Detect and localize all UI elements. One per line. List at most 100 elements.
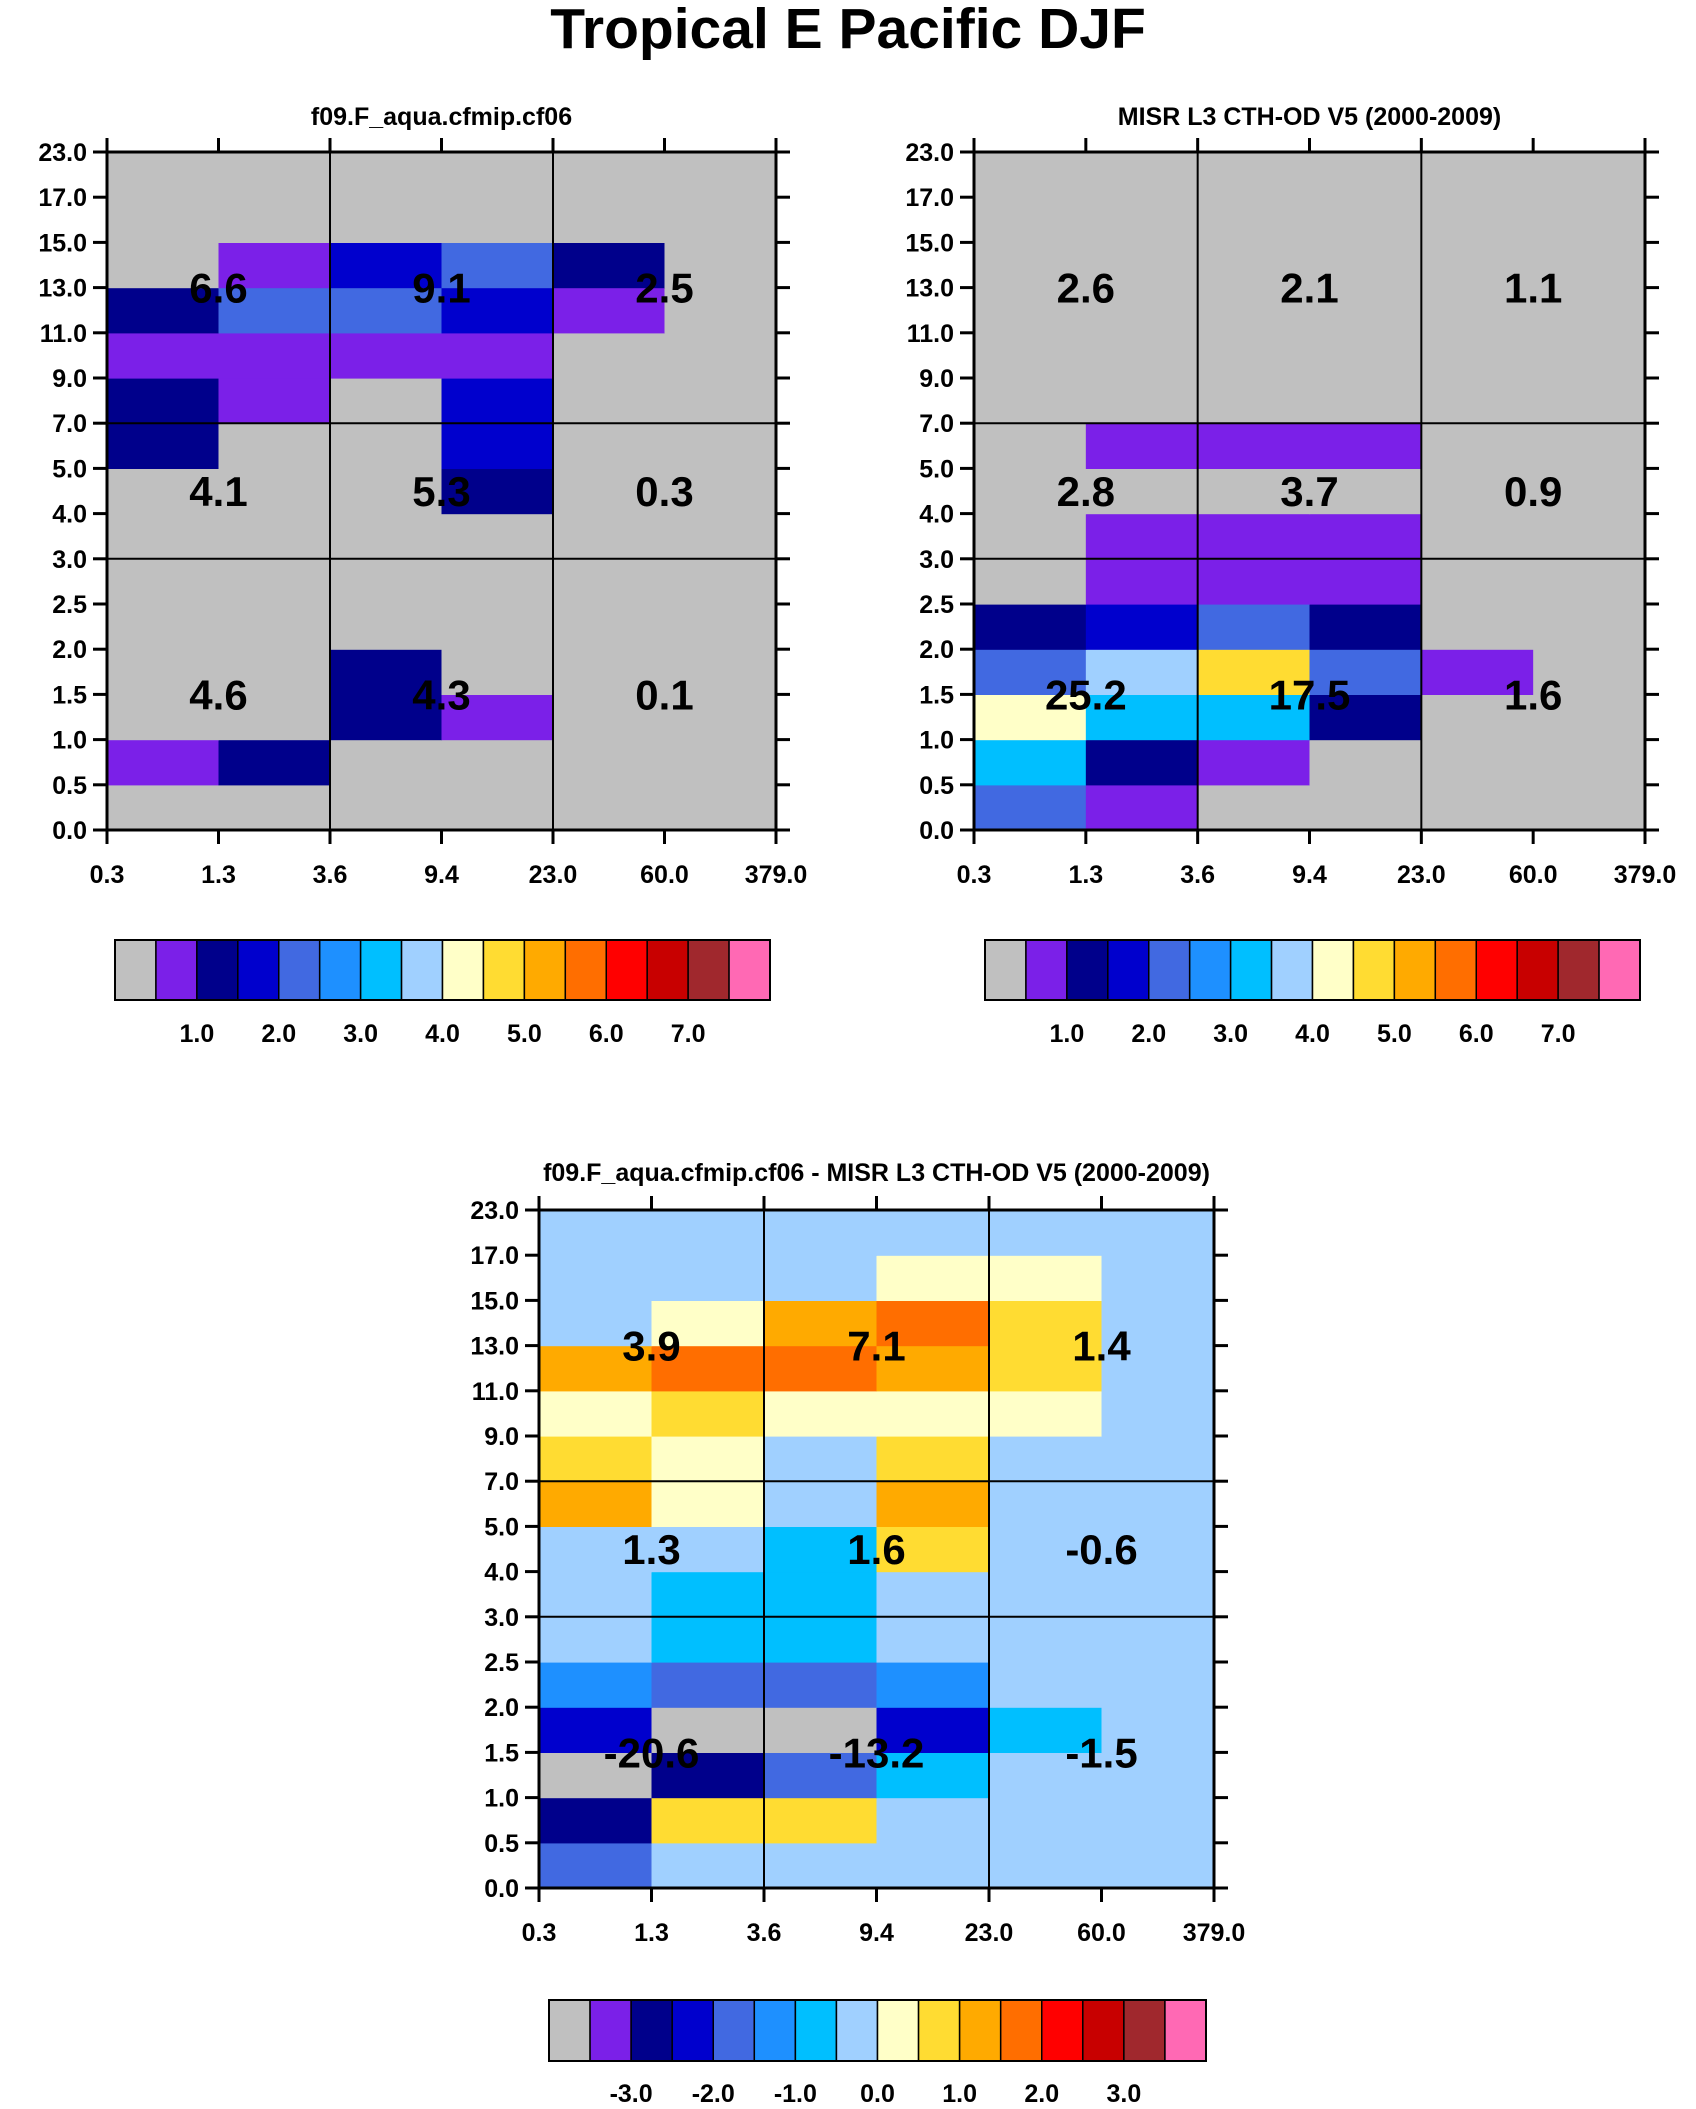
heatmap-cell [876,1571,990,1618]
heatmap-cell [1421,694,1534,741]
heatmap-cell [441,558,554,605]
colorbar-label: 1.0 [942,2080,977,2108]
colorbar-label: -2.0 [692,2080,735,2108]
y-tick-label: 3.0 [484,1604,519,1632]
heatmap-cell [218,558,331,605]
y-tick-label: 7.0 [52,410,87,438]
heatmap-cell [1101,1255,1215,1301]
colorbar-swatch [958,1999,1002,2062]
heatmap-cell [1533,604,1646,650]
colorbar-swatch [605,939,648,1001]
heatmap-cell [974,378,1087,424]
heatmap-cell [876,1616,990,1663]
heatmap-cell [1533,423,1646,469]
y-tick-label: 23.0 [38,139,87,167]
heatmap-cell [1101,1300,1215,1347]
heatmap-cell [764,1300,878,1347]
heatmap-cell [218,332,331,379]
heatmap-cell [1309,287,1422,334]
panel-difference: 0.0 0.5 1.0 1.5 2.0 2.5 3.0 4.0 5.0 7.0 9.0 11.0 13.… [470,1159,1245,2108]
heatmap-cell [664,694,777,741]
colorbar-swatch [630,1999,673,2062]
heatmap-cell [539,1481,653,1527]
heatmap-cell [651,1300,765,1347]
colorbar-swatch [794,1999,838,2062]
heatmap-cell [1421,197,1534,243]
heatmap-cell [1101,1752,1215,1799]
panel-title: f09.F_aqua.cfmip.cf06 - MISR L3 CTH-OD V… [543,1159,1210,1187]
x-tick-label: 3.6 [313,861,348,889]
heatmap-cell [1101,1526,1215,1573]
heatmap-cell [1533,558,1646,605]
heatmap-cell [651,1662,765,1708]
heatmap-cell [1101,1390,1215,1437]
y-tick-label: 9.0 [919,365,954,393]
heatmap-cell [1085,423,1199,469]
heatmap-cell [441,423,554,469]
colorbar-swatch [1352,939,1396,1001]
heatmap-cell [651,1707,765,1753]
heatmap-cell [107,513,220,560]
heatmap-cell [764,1255,878,1301]
x-tick-label: 379.0 [1614,861,1677,889]
heatmap-cell [989,1526,1103,1573]
heatmap-cell [989,1210,1103,1256]
heatmap-cell [107,649,220,695]
heatmap-cell [1533,378,1646,424]
heatmap-cell [1421,784,1534,831]
x-tick-label: 60.0 [640,861,689,889]
heatmap-cell [974,423,1087,469]
heatmap-cell [330,423,443,469]
colorbar-label: 3.0 [343,1020,378,1048]
x-tick-label: 1.3 [634,1919,669,1947]
y-tick-label: 2.0 [919,636,954,664]
heatmap-cell [553,197,666,243]
colorbar-swatch [1598,939,1641,1001]
y-tick-label: 0.5 [52,772,87,800]
heatmap-cell [330,287,443,334]
y-tick-label: 5.0 [484,1513,519,1541]
heatmap-cell [330,694,443,741]
region-value-label: 9.1 [412,265,470,312]
heatmap-cell [218,468,331,515]
panel-title: f09.F_aqua.cfmip.cf06 [311,103,572,131]
colorbar-swatch [1025,939,1068,1001]
colorbar-frame [114,939,771,1001]
heatmap-cell [764,1436,878,1482]
heatmap-cell [1421,423,1534,469]
y-tick-label: 9.0 [484,1423,519,1451]
heatmap-cell [876,1300,990,1347]
heatmap-cell [1101,1662,1215,1708]
heatmap-cell [1309,468,1422,515]
colorbar-label: 4.0 [1295,1020,1330,1048]
colorbar-label: 2.0 [1131,1020,1166,1048]
x-tick-label: 23.0 [965,1919,1014,1947]
heatmap-cell [1197,287,1311,334]
heatmap-cell [1533,332,1646,379]
heatmap-cell [1533,287,1646,334]
heatmap-cell [989,1707,1103,1753]
y-tick-label: 4.0 [52,501,87,529]
heatmap-cell [764,1390,878,1437]
colorbar-label: 5.0 [507,1020,542,1048]
region-value-label: 4.3 [412,671,470,718]
y-tick-label: 7.0 [484,1468,519,1496]
colorbar-swatch [482,939,526,1001]
heatmap-cell [974,332,1087,379]
figure-title: Tropical E Pacific DJF [550,0,1146,61]
y-tick-label: 23.0 [470,1197,519,1225]
region-value-label: -0.6 [1065,1526,1137,1573]
heatmap-cell [1533,468,1646,515]
heatmap-cell [107,739,220,786]
heatmap-cell [1421,332,1534,379]
y-tick-label: 4.0 [919,501,954,529]
heatmap-cell [876,1210,990,1256]
colorbar-label: 7.0 [671,1020,706,1048]
region-value-label: -20.6 [604,1729,700,1776]
heatmap-cell [1309,558,1422,605]
heatmap-cell [330,649,443,695]
heatmap-cell [651,1526,765,1573]
heatmap-cell [1085,468,1199,515]
heatmap-cell [330,739,443,786]
y-tick-label: 3.0 [52,546,87,574]
